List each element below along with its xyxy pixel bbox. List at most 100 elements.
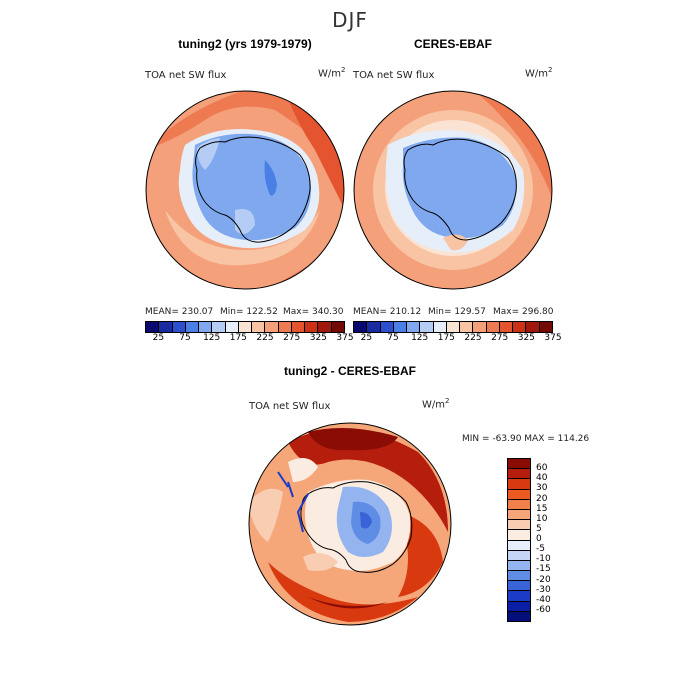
colorbar-swatch [265,322,279,332]
colorbar-tick-label: -20 [536,574,551,585]
colorbar-swatch [146,322,160,332]
colorbar-tick-label: 75 [387,333,399,343]
colorbar-tick-label: 25 [152,333,165,343]
obs-panel-title: CERES-EBAF [413,37,492,51]
colorbar-swatch [508,499,530,510]
obs-min: Min= 129.57 [428,307,486,317]
colorbar-tick-label: -40 [536,594,551,605]
colorbar-swatch [499,322,514,332]
colorbar-tick-label: 225 [256,333,274,343]
colorbar-swatch [473,322,487,332]
colorbar-swatch [508,540,530,551]
colorbar-swatch [460,322,474,332]
obs-units-label: W/m2 [525,66,553,80]
colorbar-swatch [199,322,213,332]
model-min: Min= 122.52 [220,307,278,317]
colorbar-tick-label: 20 [536,493,548,504]
colorbar-swatch [508,550,530,561]
colorbar-swatch [508,479,530,490]
colorbar-tick-label: 325 [517,333,535,343]
colorbar-swatch [420,322,434,332]
diff-units-label: W/m2 [422,397,450,411]
obs-max: Max= 296.80 [493,307,554,317]
colorbar-swatch [508,469,530,480]
colorbar-swatch [354,322,368,332]
colorbar-tick-label: 40 [536,473,548,484]
model-mean: MEAN= 230.07 [145,307,214,317]
colorbar-swatch [212,322,226,332]
colorbar-tick-label: 375 [336,333,354,343]
obs-colorbar: 25 75 125 175 225 275 325 375 [353,321,562,345]
model-units-label: W/m2 [318,66,346,80]
colorbar-tick-label: 25 [360,333,373,343]
colorbar-swatch [278,322,292,332]
colorbar-tick-label: -60 [536,604,551,615]
colorbar-tick-label: 225 [464,333,482,343]
colorbar-swatch [508,571,530,582]
model-colorbar: 25 75 125 175 225 275 325 375 [145,321,354,345]
colorbar-tick-label: 75 [179,333,191,343]
colorbar-swatch [508,611,530,621]
colorbar-swatch [433,322,447,332]
colorbar-tick-label: 375 [544,333,562,343]
model-variable-label: TOA net SW flux [145,70,227,81]
colorbar-swatch [508,509,530,521]
colorbar-swatch [508,560,530,572]
colorbar-tick-label: 275 [491,333,509,343]
colorbar-swatch [159,322,173,332]
colorbar-swatch [318,322,332,332]
colorbar-swatch [486,322,500,332]
colorbar-swatch [305,322,319,332]
colorbar-tick-label: 275 [283,333,301,343]
colorbar-tick-label: -30 [536,584,551,595]
colorbar-tick-label: 60 [536,463,548,474]
model-panel-title: tuning2 (yrs 1979-1979) [178,37,312,51]
colorbar-swatch [380,322,394,332]
colorbar-tick-label: -15 [536,564,551,575]
colorbar-swatch [508,601,530,612]
colorbar-swatch [508,459,530,470]
diff-colorbar [507,458,531,622]
colorbar-tick-label: 30 [536,483,548,494]
diff-polar-map [248,422,452,626]
obs-mean: MEAN= 210.12 [353,307,422,317]
colorbar-swatch [331,322,344,332]
diff-colorbar-labels: 60 40 30 20 15 10 5 0 -5 -10 -15 -20 -30 -40 -60 [536,458,576,620]
colorbar-tick-label: 0 [536,534,542,544]
colorbar-swatch [508,530,530,541]
colorbar-swatch [508,581,530,592]
colorbar-tick-label: 125 [411,333,429,343]
obs-variable-label: TOA net SW flux [353,70,435,81]
colorbar-tick-label: 125 [203,333,221,343]
obs-polar-map [353,90,553,290]
colorbar-swatch [252,322,266,332]
colorbar-tick-label: 175 [229,333,247,343]
colorbar-swatch [185,322,200,332]
colorbar-swatch [508,591,530,602]
colorbar-swatch [393,322,408,332]
colorbar-swatch [526,322,540,332]
colorbar-tick-label: 15 [536,503,548,514]
colorbar-swatch [446,322,461,332]
colorbar-swatch [539,322,552,332]
diff-minmax: MIN = -63.90 MAX = 114.26 [462,434,590,444]
colorbar-swatch [407,322,421,332]
diff-panel-title: tuning2 - CERES-EBAF [284,364,416,378]
colorbar-swatch [367,322,381,332]
colorbar-swatch [513,322,527,332]
colorbar-tick-label: 325 [309,333,327,343]
colorbar-swatch [238,322,253,332]
colorbar-swatch [508,520,530,531]
colorbar-swatch [225,322,239,332]
colorbar-tick-label: 10 [536,513,548,524]
figure-title: DJF [332,8,368,32]
colorbar-tick-label: -5 [536,544,545,555]
colorbar-tick-label: 175 [437,333,455,343]
colorbar-swatch [291,322,306,332]
colorbar-swatch [508,489,530,500]
colorbar-tick-label: -10 [536,554,551,565]
colorbar-swatch [172,322,186,332]
colorbar-tick-label: 5 [536,523,542,534]
model-polar-map [145,90,345,290]
diff-variable-label: TOA net SW flux [249,401,331,412]
